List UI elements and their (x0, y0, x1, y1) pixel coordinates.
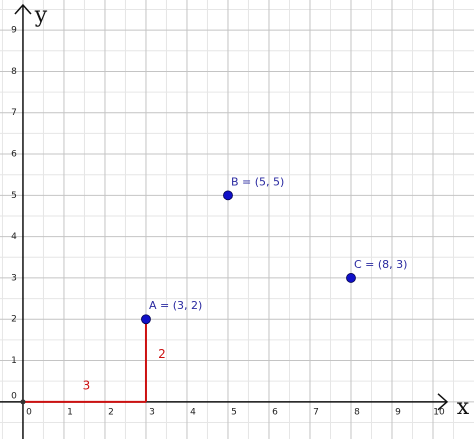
y-tick-label: 1 (11, 356, 17, 366)
y-axis-label: y (34, 3, 48, 28)
x-tick-label: 4 (190, 407, 196, 417)
y-tick-label: 3 (11, 273, 17, 283)
y-tick-label: 7 (11, 108, 17, 118)
point (223, 190, 233, 201)
x-tick-label: 8 (354, 407, 360, 417)
point-label: A = (3, 2) (149, 299, 202, 312)
point (346, 273, 356, 283)
x-tick-label: 5 (231, 407, 237, 417)
y-axis-arrow (14, 3, 32, 15)
y-tick-label: 2 (11, 315, 17, 325)
y-tick-label: 0 (11, 391, 17, 401)
x-tick-label: 2 (108, 407, 114, 417)
segment-label: 2 (158, 347, 166, 361)
y-tick-label: 6 (11, 150, 17, 160)
point (141, 314, 151, 325)
x-tick-label: 3 (149, 407, 155, 417)
x-tick-label: 6 (272, 407, 278, 417)
y-tick-label: 8 (11, 67, 17, 77)
x-axis-arrow (437, 393, 449, 411)
x-tick-label: 1 (67, 407, 73, 417)
segment-label: 3 (83, 378, 91, 392)
point-label: B = (5, 5) (231, 175, 284, 188)
x-tick-label: 0 (26, 407, 32, 417)
origin-point (20, 399, 26, 405)
y-tick-label: 5 (11, 191, 17, 201)
y-tick-label: 4 (11, 232, 17, 242)
point-label: C = (8, 3) (354, 258, 407, 271)
y-tick-label: 9 (11, 26, 17, 36)
x-tick-label: 10 (433, 407, 445, 417)
x-tick-label: 7 (313, 407, 319, 417)
x-tick-label: 9 (395, 407, 401, 417)
x-axis-label: x (457, 395, 470, 420)
